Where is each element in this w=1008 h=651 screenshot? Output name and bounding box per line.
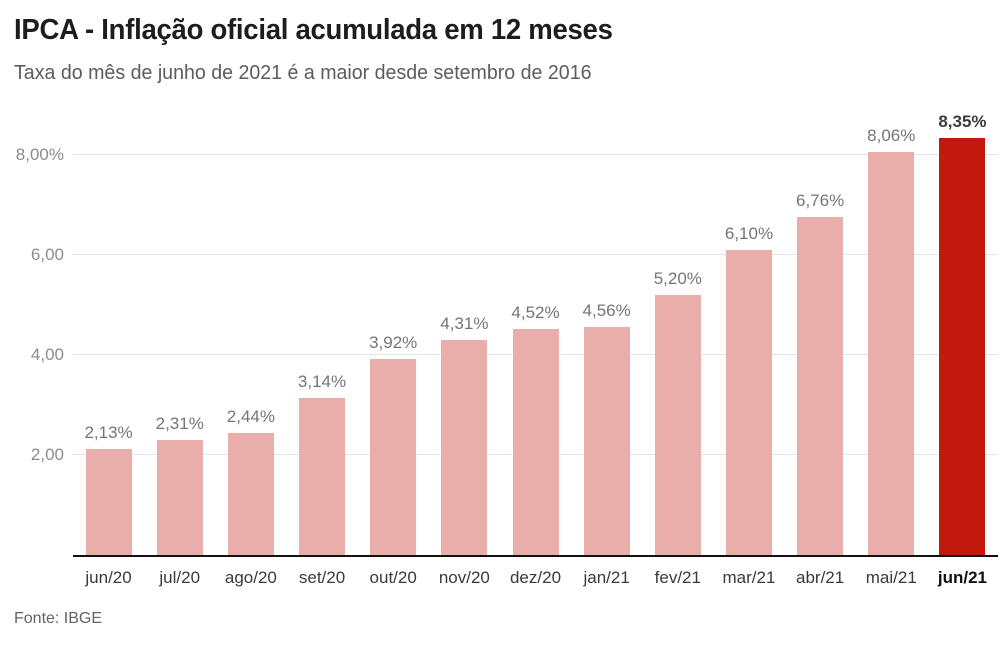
value-label-jan/21: 4,56% (582, 301, 631, 320)
x-label-mai/21: mai/21 (865, 568, 917, 587)
bar-mar/21 (725, 250, 772, 555)
bar-out/20 (370, 359, 417, 555)
x-label-ago/20: ago/20 (224, 568, 277, 587)
value-label-jun/21: 8,35% (938, 111, 987, 131)
value-label-jun/20: 2,13% (84, 422, 133, 442)
chart-title: IPCA - Inflação oficial acumulada em 12 … (14, 14, 613, 46)
plot-area: 2,00 4,00 6,00 8,00% 2,13% jun/20 2,31% jul/20 2… (16, 111, 998, 587)
x-label-nov/20: nov/20 (438, 568, 490, 587)
y-tick-label: 4,00 (30, 345, 64, 364)
x-label-out/20: out/20 (369, 568, 417, 587)
x-label-mar/21: mar/21 (722, 568, 776, 587)
bar-jul/20 (156, 439, 203, 555)
bar-dez/20 (512, 329, 559, 555)
value-label-mar/21: 6,10% (724, 224, 774, 243)
value-label-jul/20: 2,31% (155, 413, 204, 433)
value-label-ago/20: 2,44% (226, 407, 275, 426)
chart-subtitle: Taxa do mês de junho de 2021 é a maior d… (14, 62, 592, 84)
bar-abr/21 (797, 217, 844, 555)
x-label-jul/20: jul/20 (159, 568, 201, 587)
x-label-jun/21: jun/21 (937, 568, 987, 587)
bar-jun/20 (85, 448, 132, 555)
source-note: Fonte: IBGE (14, 610, 103, 627)
value-label-set/20: 3,14% (297, 372, 347, 391)
value-label-fev/21: 5,20% (653, 269, 702, 288)
gridline-8,00% (73, 154, 998, 155)
bar-jan/21 (583, 327, 630, 555)
y-tick-label: 8,00% (15, 145, 64, 164)
value-label-mai/21: 8,06% (867, 126, 916, 145)
value-label-nov/20: 4,31% (440, 313, 489, 333)
x-label-jan/21: jan/21 (583, 568, 630, 587)
bar-jun/21 (939, 137, 986, 555)
x-label-jun/20: jun/20 (85, 568, 132, 587)
bar-set/20 (299, 398, 346, 555)
x-label-set/20: set/20 (298, 568, 346, 587)
y-tick-label: 2,00 (30, 445, 64, 464)
bar-nov/20 (441, 339, 488, 555)
value-label-dez/20: 4,52% (511, 303, 560, 322)
value-label-abr/21: 6,76% (796, 191, 845, 210)
bar-ago/20 (227, 433, 274, 555)
x-label-abr/21: abr/21 (796, 568, 845, 587)
bar-mai/21 (868, 152, 915, 555)
value-label-out/20: 3,92% (369, 333, 418, 352)
gridline-6,00 (73, 254, 998, 255)
y-tick-label: 6,00 (30, 245, 64, 264)
bar-fev/21 (654, 295, 701, 555)
x-label-fev/21: fev/21 (654, 568, 701, 587)
x-label-dez/20: dez/20 (509, 568, 562, 587)
